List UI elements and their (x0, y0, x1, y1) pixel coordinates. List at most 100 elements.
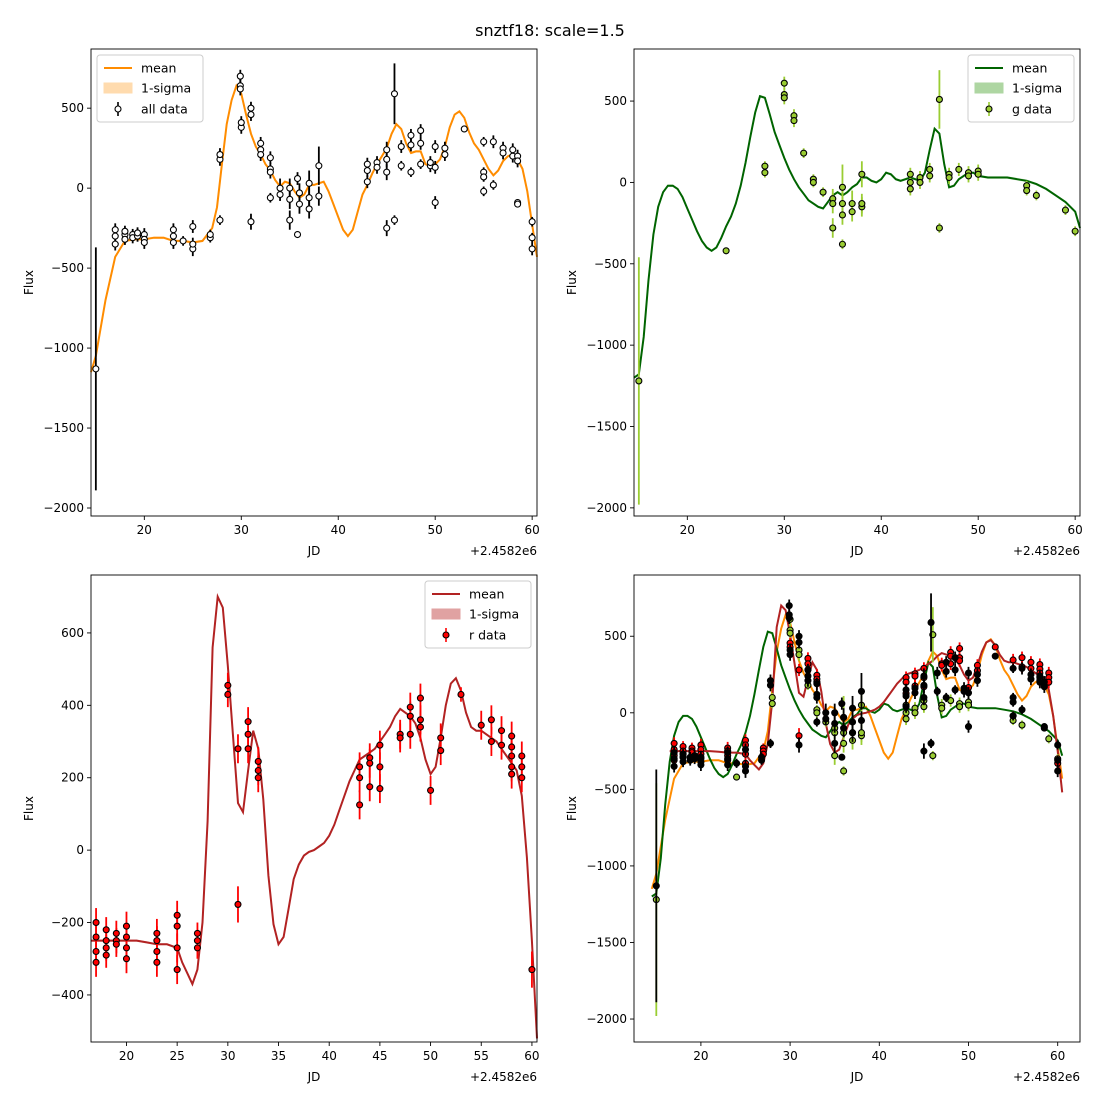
data-point (829, 200, 837, 208)
data-point (920, 747, 928, 755)
data-point (286, 216, 294, 224)
data-point (121, 227, 129, 235)
data-point (102, 944, 110, 952)
legend-box (967, 54, 1075, 123)
data-point (121, 235, 129, 243)
data-point (518, 763, 526, 771)
data-point (956, 703, 964, 711)
x-offset-label: +2.4582e6 (470, 544, 537, 558)
data-point (153, 958, 161, 966)
data-point (956, 644, 964, 653)
data-point (457, 690, 465, 699)
data-point (416, 723, 424, 731)
data-point (376, 741, 384, 749)
x-tick-label: 50 (428, 523, 443, 537)
data-point (383, 146, 391, 154)
data-point (140, 238, 148, 247)
data-point (224, 690, 232, 699)
y-tick-label: −500 (594, 257, 627, 271)
data-point (480, 138, 488, 146)
data-point (153, 947, 161, 956)
data-point (206, 230, 214, 239)
data-point (848, 729, 857, 737)
data-point (973, 677, 981, 685)
data-point (838, 753, 846, 761)
data-point (254, 757, 262, 765)
data-point (679, 750, 687, 758)
data-point (911, 709, 919, 717)
data-point (1040, 683, 1048, 691)
data-point (795, 651, 803, 659)
data-point (257, 139, 265, 147)
data-point (722, 247, 730, 255)
data-point (927, 739, 935, 747)
data-point (417, 160, 425, 168)
data-point (804, 666, 812, 674)
data-point (670, 762, 678, 770)
y-tick-label: −200 (51, 916, 84, 930)
data-point (766, 677, 775, 685)
data-point (902, 692, 910, 700)
data-point (697, 761, 705, 769)
data-point (964, 723, 973, 731)
data-point (951, 686, 959, 694)
panel-r-band: 20 25 30 35 40 45 50 55 60 −400 −200 0 200 400 600 JD Fl… (22, 574, 540, 1084)
data-point (102, 951, 110, 959)
data-point (960, 684, 968, 692)
data-point (92, 958, 100, 966)
data-point (929, 752, 937, 760)
data-point (819, 188, 827, 196)
x-tick-label: 50 (971, 523, 986, 537)
data-point (920, 693, 928, 702)
data-point (973, 670, 981, 679)
data-point (276, 190, 284, 199)
data-point (153, 929, 161, 937)
data-point (102, 937, 110, 945)
data-point (122, 955, 131, 963)
data-point (92, 933, 100, 941)
data-point (902, 703, 910, 711)
data-point (780, 79, 788, 87)
data-point (480, 173, 488, 181)
data-point (416, 716, 424, 724)
y-tick-label: 400 (61, 698, 84, 712)
data-point (1054, 767, 1062, 775)
figure-title: snztf18: scale=1.5 (475, 21, 625, 40)
data-point (1027, 658, 1035, 666)
data-point (768, 700, 776, 708)
data-point (514, 200, 522, 208)
data-point (1018, 706, 1026, 714)
data-point (1071, 227, 1079, 235)
data-point (935, 224, 943, 232)
data-point (431, 143, 439, 151)
legend-entry: 1-sigma (141, 81, 191, 96)
data-point (305, 194, 313, 202)
data-point (189, 222, 197, 231)
data-point (1054, 756, 1062, 764)
sigma-band (91, 595, 537, 1040)
data-point (670, 749, 678, 757)
data-point (1009, 712, 1017, 720)
data-point (112, 940, 120, 948)
data-point (741, 762, 750, 770)
legend-point-swatch (442, 631, 450, 639)
data-point (766, 739, 775, 747)
y-tick-label: 600 (61, 626, 84, 640)
data-point (1018, 654, 1026, 662)
data-point (254, 774, 262, 782)
data-point (795, 666, 803, 674)
data-point (795, 741, 803, 749)
data-point (286, 184, 294, 192)
y-tick-label: −500 (594, 782, 627, 796)
data-point (169, 226, 177, 234)
data-point (407, 141, 415, 149)
data-point (366, 759, 374, 767)
data-point (373, 163, 381, 171)
data-point (906, 170, 914, 178)
data-point (951, 666, 959, 674)
data-point (795, 632, 803, 640)
data-point (927, 618, 935, 627)
data-point (991, 652, 999, 660)
data-point (383, 224, 391, 232)
data-point (848, 718, 857, 726)
